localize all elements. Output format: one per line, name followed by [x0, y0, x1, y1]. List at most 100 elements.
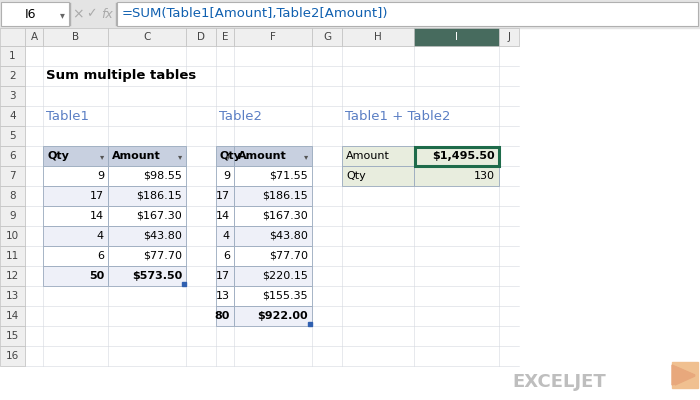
Bar: [43, 186, 108, 206]
Bar: [216, 286, 234, 306]
Text: 1: 1: [9, 51, 16, 61]
Text: $186.15: $186.15: [136, 191, 182, 201]
Text: 15: 15: [6, 331, 19, 341]
Text: ×: ×: [72, 7, 84, 21]
Bar: [0, 346, 25, 366]
Bar: [0, 286, 25, 306]
Text: 17: 17: [216, 271, 230, 281]
Text: 14: 14: [6, 311, 19, 321]
Bar: [342, 28, 414, 46]
Text: $186.15: $186.15: [262, 191, 308, 201]
Polygon shape: [672, 365, 695, 385]
Bar: [43, 226, 108, 246]
Text: 14: 14: [90, 211, 104, 221]
Text: A: A: [30, 32, 38, 42]
Text: $98.55: $98.55: [143, 171, 182, 181]
Text: $43.80: $43.80: [269, 231, 308, 241]
Text: EXCELJET: EXCELJET: [512, 373, 606, 391]
Bar: [216, 206, 234, 226]
Text: ▾: ▾: [304, 152, 308, 162]
Bar: [108, 226, 186, 246]
Text: Amount: Amount: [238, 151, 287, 161]
Bar: [216, 146, 234, 166]
Bar: [43, 166, 108, 186]
Bar: [25, 28, 43, 46]
Text: 17: 17: [90, 191, 104, 201]
Bar: [234, 28, 312, 46]
Text: 16: 16: [6, 351, 19, 361]
Text: Qty: Qty: [47, 151, 69, 161]
Text: 2: 2: [9, 71, 16, 81]
Bar: [0, 46, 25, 66]
Bar: [414, 28, 499, 46]
Text: C: C: [144, 32, 150, 42]
Text: 6: 6: [223, 251, 230, 261]
Text: H: H: [374, 32, 382, 42]
Bar: [234, 186, 312, 206]
Bar: [234, 206, 312, 226]
Text: 7: 7: [9, 171, 16, 181]
Text: $167.30: $167.30: [262, 211, 308, 221]
Bar: [182, 282, 186, 286]
Text: E: E: [222, 32, 228, 42]
Bar: [0, 66, 25, 86]
Text: 4: 4: [9, 111, 16, 121]
Bar: [0, 186, 25, 206]
Text: 9: 9: [97, 171, 104, 181]
Bar: [234, 246, 312, 266]
Text: Amount: Amount: [346, 151, 390, 161]
Bar: [108, 186, 186, 206]
Text: I6: I6: [25, 8, 36, 20]
Bar: [108, 206, 186, 226]
Text: Qty: Qty: [346, 171, 365, 181]
Bar: [216, 226, 234, 246]
Bar: [216, 306, 234, 326]
Bar: [0, 28, 25, 46]
Bar: [43, 266, 108, 286]
Bar: [234, 226, 312, 246]
Bar: [117, 2, 698, 26]
Text: 12: 12: [6, 271, 19, 281]
Text: B: B: [72, 32, 79, 42]
Text: 17: 17: [216, 191, 230, 201]
Text: D: D: [197, 32, 205, 42]
Bar: [43, 28, 108, 46]
Bar: [234, 266, 312, 286]
Text: 5: 5: [9, 131, 16, 141]
Text: I: I: [455, 32, 458, 42]
Text: =SUM(Table1[Amount],Table2[Amount]): =SUM(Table1[Amount],Table2[Amount]): [122, 8, 389, 20]
Text: G: G: [323, 32, 331, 42]
Bar: [216, 246, 234, 266]
Text: 9: 9: [9, 211, 16, 221]
Bar: [108, 28, 186, 46]
Text: 6: 6: [9, 151, 16, 161]
Bar: [0, 246, 25, 266]
Bar: [108, 146, 186, 166]
Text: $1,495.50: $1,495.50: [433, 151, 495, 161]
Text: ▾: ▾: [100, 152, 104, 162]
Bar: [414, 166, 499, 186]
Text: 130: 130: [474, 171, 495, 181]
Bar: [0, 86, 25, 106]
Bar: [234, 166, 312, 186]
Text: 80: 80: [215, 311, 230, 321]
Text: 50: 50: [89, 271, 104, 281]
Text: $71.55: $71.55: [270, 171, 308, 181]
Text: 6: 6: [97, 251, 104, 261]
Text: ▾: ▾: [226, 152, 230, 162]
Text: Table2: Table2: [219, 110, 262, 122]
Text: Qty: Qty: [220, 151, 242, 161]
Text: 11: 11: [6, 251, 19, 261]
Bar: [672, 362, 698, 388]
Bar: [216, 266, 234, 286]
Text: $77.70: $77.70: [143, 251, 182, 261]
Bar: [0, 206, 25, 226]
Text: Sum multiple tables: Sum multiple tables: [46, 70, 196, 82]
Text: 14: 14: [216, 211, 230, 221]
Bar: [312, 28, 342, 46]
Text: 9: 9: [223, 171, 230, 181]
Text: 10: 10: [6, 231, 19, 241]
Bar: [0, 326, 25, 346]
Bar: [0, 0, 700, 28]
Text: Table1 + Table2: Table1 + Table2: [345, 110, 451, 122]
